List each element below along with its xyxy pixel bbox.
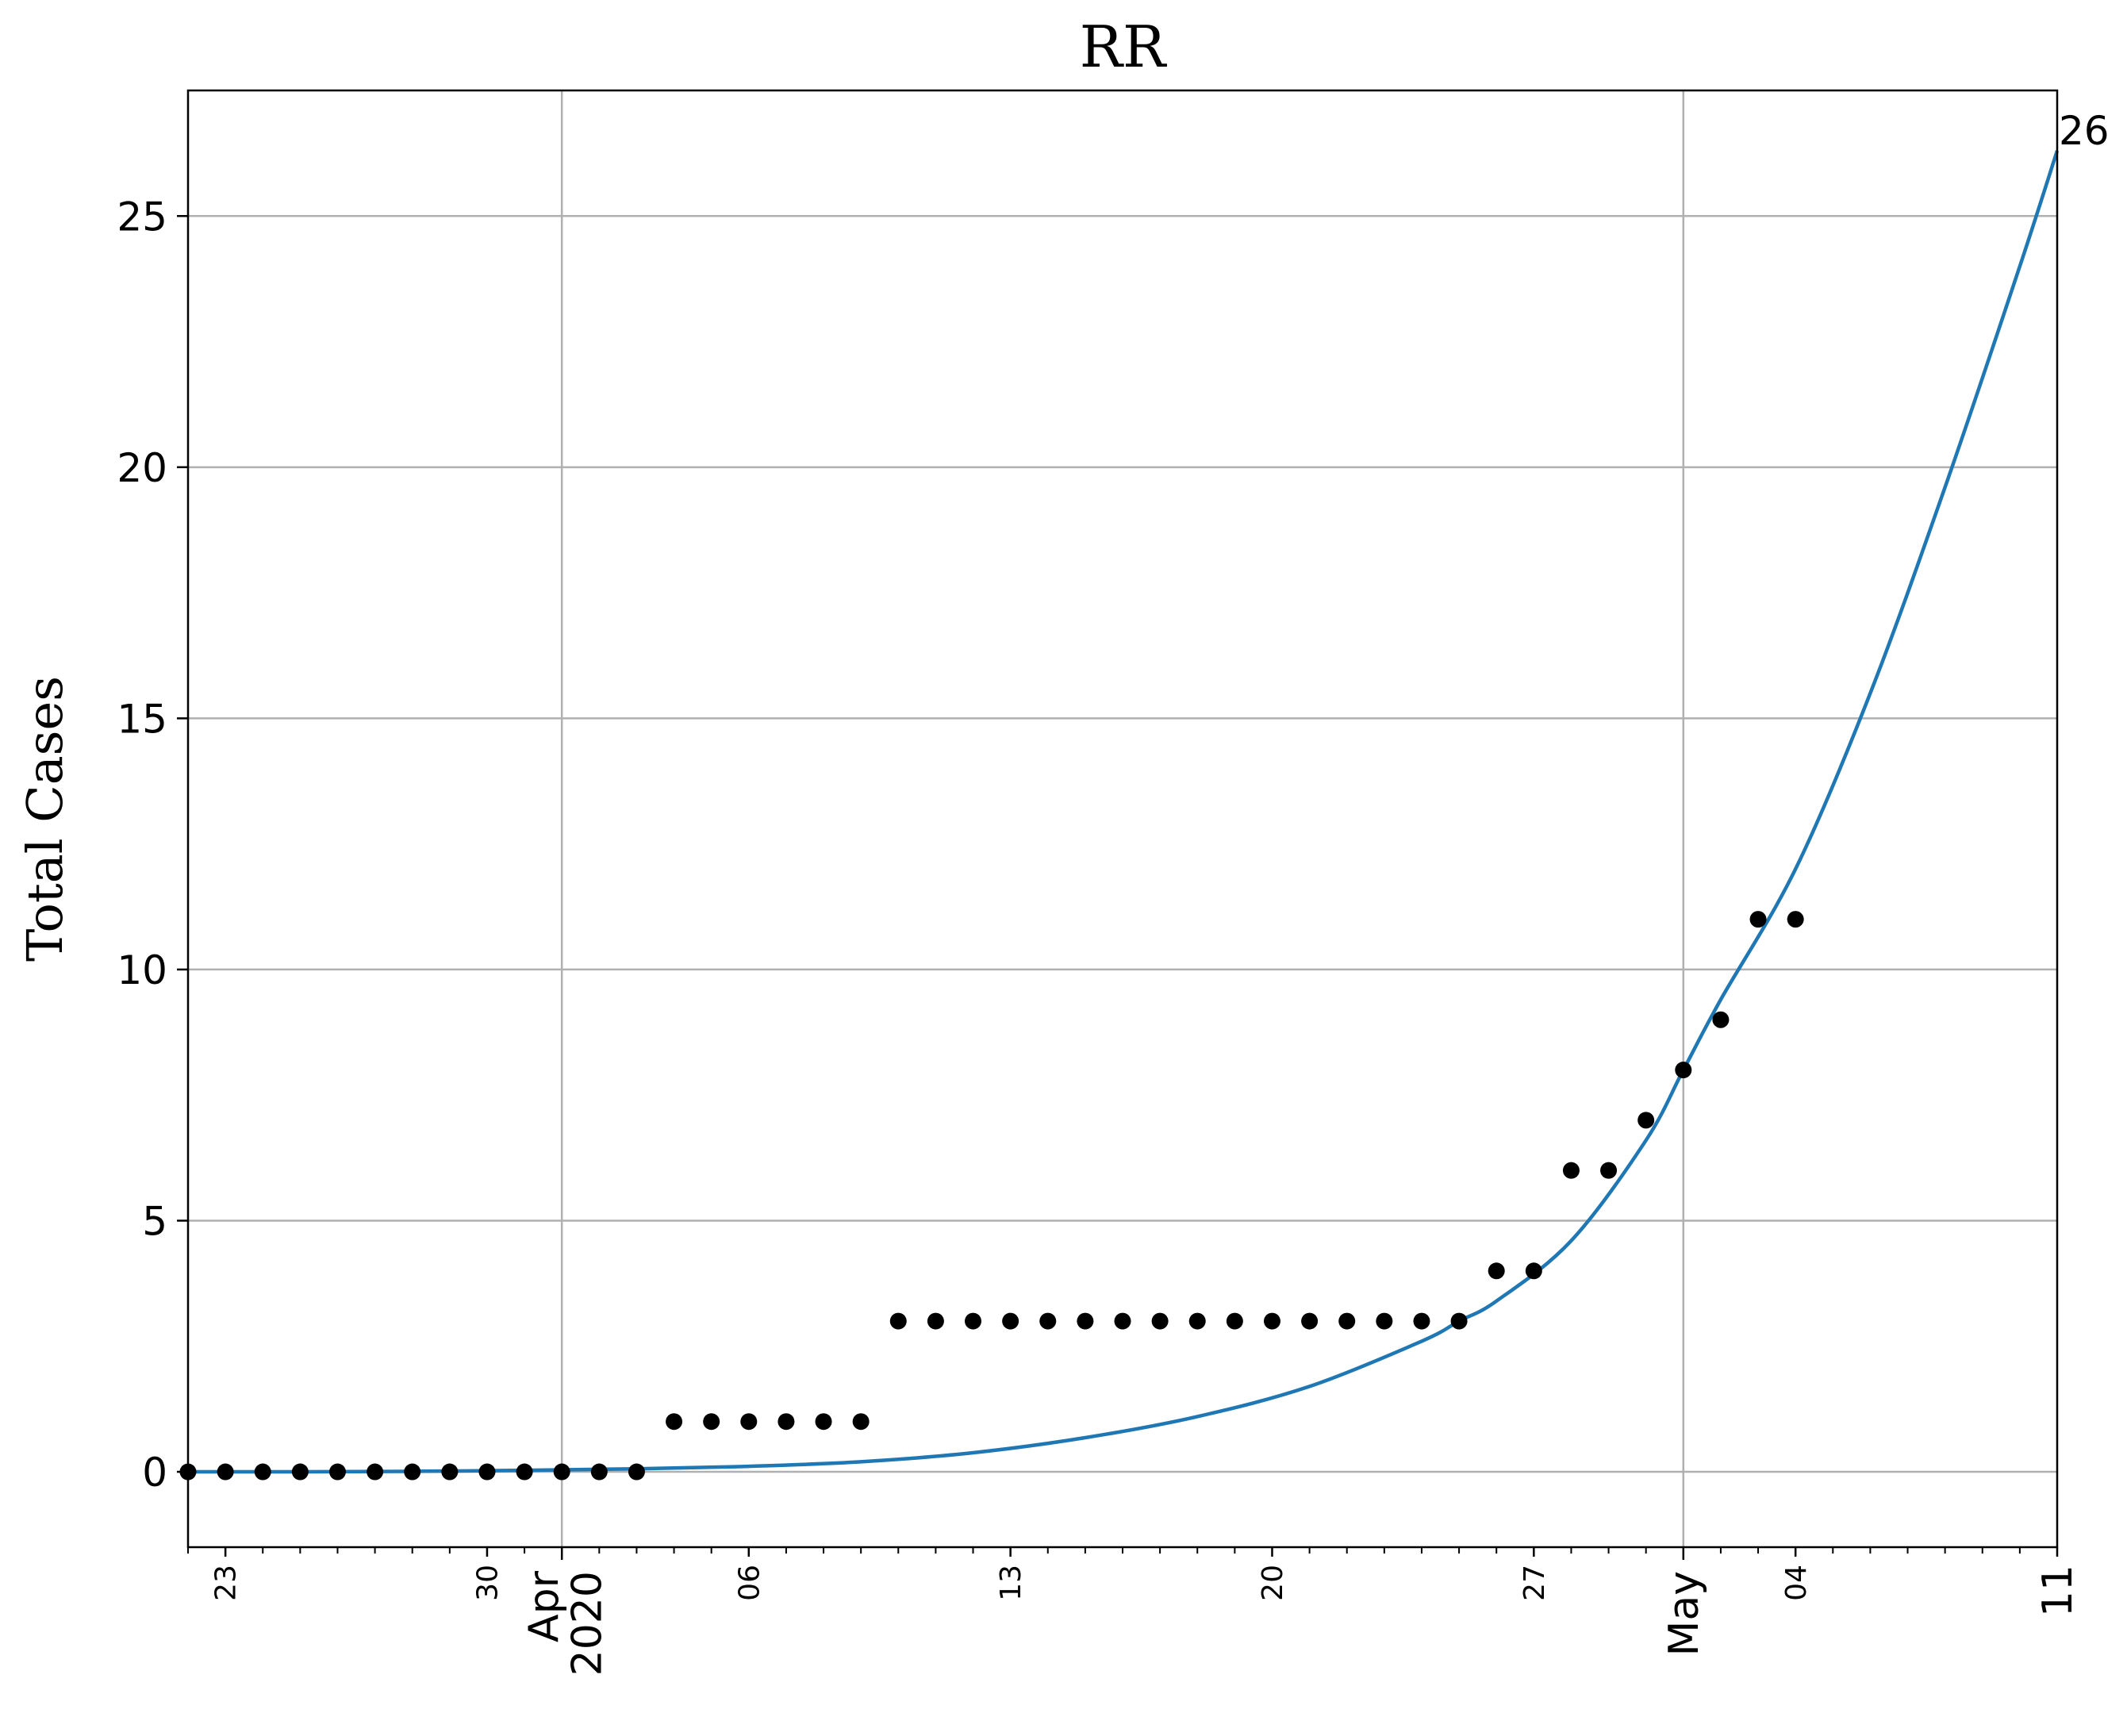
data-point	[927, 1312, 944, 1330]
x-major-tick-label-line: Apr	[520, 1570, 568, 1642]
data-point	[1263, 1312, 1280, 1330]
data-point	[740, 1413, 758, 1431]
y-tick-label: 5	[142, 1198, 167, 1244]
data-point	[815, 1413, 832, 1431]
data-point	[404, 1463, 421, 1481]
x-major-tick-label: Apr2020	[520, 1570, 612, 1676]
data-point	[367, 1463, 384, 1481]
data-point	[965, 1312, 982, 1330]
y-tick-label: 10	[117, 947, 167, 993]
data-point	[703, 1413, 720, 1431]
data-point	[217, 1463, 234, 1481]
data-point	[852, 1413, 870, 1431]
data-point	[1226, 1312, 1243, 1330]
y-tick-label: 20	[117, 445, 167, 491]
data-point	[628, 1463, 645, 1481]
data-point	[1077, 1312, 1094, 1330]
data-point	[1450, 1312, 1468, 1330]
x-major-tick-label-line: 2020	[564, 1571, 612, 1676]
data-point	[1525, 1262, 1542, 1280]
x-tick-label: 13	[995, 1565, 1027, 1601]
data-point	[1039, 1312, 1057, 1330]
fit-curve	[187, 150, 2060, 1474]
y-tick-label: 0	[142, 1450, 167, 1496]
data-point	[1637, 1112, 1655, 1129]
data-point	[1413, 1312, 1430, 1330]
y-tick-label: 15	[117, 696, 167, 742]
x-axis-ticks: 23 30 06 13 20 27 04 11 Apr2020 May	[187, 1547, 2082, 1676]
y-axis-ticks: 0 5 10 15 20 25	[117, 194, 188, 1496]
x-tick-label: 23	[210, 1565, 243, 1601]
x-major-tick-label-line: May	[1661, 1571, 1708, 1657]
y-tick-label: 25	[117, 194, 167, 240]
data-point	[1600, 1162, 1618, 1179]
x-tick-label: 11	[2034, 1565, 2082, 1617]
data-point	[516, 1463, 533, 1481]
data-point	[1787, 911, 1804, 928]
data-point	[441, 1463, 459, 1481]
x-tick-label: 04	[1780, 1565, 1813, 1601]
chart-title: RR	[1080, 13, 1167, 80]
data-point	[1338, 1312, 1356, 1330]
x-tick-label: 30	[472, 1565, 505, 1601]
data-point	[254, 1463, 271, 1481]
data-point	[1151, 1312, 1169, 1330]
data-points	[179, 911, 1804, 1481]
data-point	[1675, 1062, 1692, 1079]
data-point	[1488, 1262, 1505, 1280]
fit-line	[187, 150, 2060, 1474]
data-point	[553, 1463, 570, 1481]
x-tick-label: 06	[733, 1565, 766, 1601]
end-value-annotation: 26	[2059, 108, 2110, 154]
y-axis-label: Total Cases	[16, 676, 74, 962]
data-point	[1114, 1312, 1131, 1330]
data-point	[777, 1413, 795, 1431]
data-point	[291, 1463, 309, 1481]
data-point	[1301, 1312, 1319, 1330]
data-point	[889, 1312, 907, 1330]
data-point	[1188, 1312, 1206, 1330]
data-point	[478, 1463, 496, 1481]
x-tick-label: 27	[1518, 1565, 1551, 1601]
data-point	[590, 1463, 608, 1481]
data-point	[328, 1463, 346, 1481]
x-tick-label: 20	[1257, 1565, 1289, 1601]
data-point	[1002, 1312, 1019, 1330]
data-point	[1749, 911, 1767, 928]
grid	[188, 90, 2057, 1547]
data-point	[1712, 1011, 1730, 1028]
data-point	[1376, 1312, 1393, 1330]
data-point	[1562, 1162, 1580, 1179]
x-major-tick-label: May	[1661, 1571, 1708, 1657]
data-point	[666, 1413, 683, 1431]
